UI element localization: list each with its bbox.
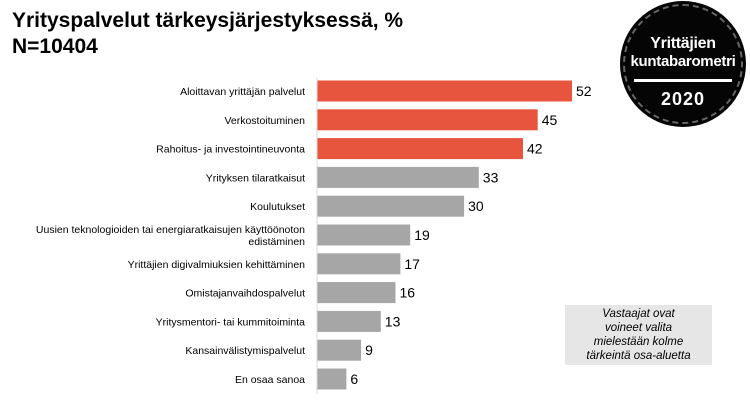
category-label-5: Uusien teknologioiden tai energiaratkais… [36,224,305,248]
value-label-6: 17 [404,256,420,272]
category-label-6: Yrittäjien digivalmiuksien kehittäminen [128,259,306,271]
bar-7 [317,282,396,304]
value-label-9: 9 [365,342,373,358]
value-label-7: 16 [400,285,416,301]
category-label-2: Rahoitus- ja investointineuvonta [156,144,305,156]
kuntabarometri-2020-logo: Yrittäjien kuntabarometri 2020 [620,1,746,127]
bars-layer: 52 Aloittavan yrittäjän palvelut 45 Verkost… [36,80,592,390]
logo-line-1: Yrittäjien [650,35,716,52]
category-label-1-line-0: Verkostoituminen [224,115,305,127]
bar-5 [317,224,411,246]
category-label-10: En osaa sanoa [235,374,305,386]
logo-line-2: kuntabarometri [630,53,736,70]
category-label-0: Aloittavan yrittäjän palvelut [180,86,305,98]
note-line-1: Vastaajat ovat [602,308,675,320]
respondent-note: Vastaajat ovat voineet valita mielestään… [565,305,712,365]
value-label-4: 30 [468,198,484,214]
note-line-4: tärkeintä osa-aluetta [586,350,691,362]
logo-divider [634,79,732,82]
category-label-7-line-0: Omistajanvaihdospalvelut [185,288,305,300]
category-label-5-line-0: Uusien teknologioiden tai energiaratkais… [36,224,305,236]
category-label-6-line-0: Yrittäjien digivalmiuksien kehittäminen [128,259,306,271]
category-label-8-line-0: Yritysmentori- tai kummitoiminta [156,316,306,328]
value-label-0: 52 [576,83,592,99]
chart-sample-size: N=10404 [12,35,98,58]
bar-0 [317,80,572,102]
category-label-3: Yrityksen tilaratkaisut [206,172,305,184]
value-label-1: 45 [542,112,558,128]
bar-6 [317,253,401,275]
category-label-2-line-0: Rahoitus- ja investointineuvonta [156,144,305,156]
note-line-3: mielestään kolme [593,336,684,348]
value-label-10: 6 [350,371,358,387]
value-label-5: 19 [414,227,430,243]
bar-3 [317,166,479,188]
category-label-4: Koulutukset [250,201,305,213]
bar-9 [317,339,362,361]
bar-4 [317,195,465,217]
note-line-2: voineet valita [604,322,673,334]
bar-2 [317,138,523,160]
category-label-3-line-0: Yrityksen tilaratkaisut [206,172,305,184]
chart-title: Yrityspalvelut tärkeysjärjestyksessä, % … [12,8,403,60]
category-label-5-line-1: edistäminen [248,236,305,248]
bar-10 [317,368,347,390]
bar-1 [317,109,538,131]
category-label-8: Yritysmentori- tai kummitoiminta [156,316,306,328]
category-label-4-line-0: Koulutukset [250,201,305,213]
category-label-10-line-0: En osaa sanoa [235,374,305,386]
value-label-2: 42 [527,141,543,157]
category-label-9-line-0: Kansainvälistymispalvelut [185,345,305,357]
category-label-1: Verkostoituminen [224,115,305,127]
bar-8 [317,310,381,332]
value-label-8: 13 [385,313,401,329]
category-label-9: Kansainvälistymispalvelut [185,345,305,357]
logo-year: 2020 [660,89,706,109]
category-label-0-line-0: Aloittavan yrittäjän palvelut [180,86,305,98]
chart-title-text: Yrityspalvelut tärkeysjärjestyksessä, % [12,9,404,32]
category-label-7: Omistajanvaihdospalvelut [185,288,305,300]
value-label-3: 33 [483,169,499,185]
